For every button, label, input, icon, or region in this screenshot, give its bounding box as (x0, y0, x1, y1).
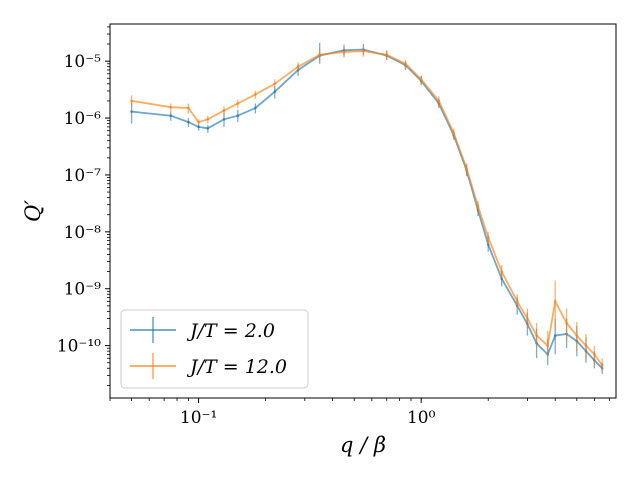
data-point-1-0 (130, 99, 133, 103)
data-point-1-18 (465, 167, 468, 170)
y-tick-label: 10⁻⁹ (64, 280, 102, 300)
legend-label-j12: J/T = 12.0 (186, 356, 287, 378)
data-point-0-26 (553, 334, 557, 337)
legend: J/T = 2.0 J/T = 12.0 (120, 309, 309, 389)
data-point-1-3 (197, 120, 200, 124)
data-point-1-16 (437, 99, 441, 103)
data-point-1-20 (486, 236, 490, 239)
data-point-1-9 (296, 65, 300, 68)
data-point-1-30 (593, 353, 596, 356)
y-tick-label: 10⁻⁵ (64, 52, 102, 72)
data-point-1-27 (565, 321, 568, 325)
data-point-0-6 (236, 114, 240, 117)
data-point-1-25 (546, 344, 549, 347)
data-point-1-4 (206, 118, 210, 121)
legend-label-j2: J/T = 2.0 (186, 320, 275, 342)
axes: 10⁻¹ 10⁰ 10⁻⁵ 10⁻⁶ 10⁻⁷ 10⁻⁸ 10⁻⁹ 10⁻¹⁰ (57, 26, 610, 428)
data-point-1-29 (584, 344, 588, 347)
y-tick-label: 10⁻⁶ (64, 109, 102, 129)
data-point-1-23 (526, 317, 529, 320)
data-point-1-7 (254, 93, 257, 96)
data-point-0-7 (254, 106, 257, 110)
data-point-1-14 (404, 62, 407, 66)
data-point-0-1 (169, 114, 173, 117)
data-point-1-17 (452, 131, 456, 135)
data-point-1-26 (553, 300, 557, 303)
data-point-1-1 (169, 105, 173, 109)
x-tick-label: 10⁰ (407, 408, 436, 428)
data-point-1-28 (575, 334, 579, 337)
series-line-1 (131, 50, 603, 366)
y-tick-label: 10⁻¹⁰ (57, 337, 101, 357)
data-point-0-5 (222, 118, 226, 121)
data-point-0-2 (187, 120, 190, 124)
data-point-1-5 (222, 109, 226, 112)
legend-item-j2: J/T = 2.0 (130, 317, 275, 343)
data-point-1-19 (476, 205, 480, 208)
data-point-1-8 (273, 82, 277, 86)
data-point-1-15 (419, 78, 423, 81)
data-point-0-0 (130, 110, 133, 113)
x-axis-label: q / β (340, 433, 386, 457)
data-point-0-3 (197, 125, 200, 129)
y-tick-label: 10⁻⁷ (64, 166, 102, 186)
legend-item-j12: J/T = 12.0 (130, 353, 287, 379)
x-tick-label: 10⁻¹ (180, 408, 217, 428)
data-point-1-2 (187, 106, 190, 110)
series-line-0 (131, 48, 603, 369)
data-point-0-8 (273, 90, 277, 93)
data-point-1-11 (342, 50, 346, 54)
series-1 (130, 46, 604, 372)
plot-area (130, 42, 604, 374)
data-point-1-24 (535, 334, 538, 337)
data-point-1-22 (515, 300, 519, 303)
y-tick-label: 10⁻⁸ (64, 223, 102, 243)
data-point-1-31 (600, 364, 604, 367)
data-point-1-13 (385, 53, 389, 56)
data-point-1-6 (236, 102, 240, 105)
data-point-0-4 (206, 127, 210, 130)
data-point-1-21 (500, 270, 504, 273)
axes-frame (109, 23, 617, 399)
y-axis-label: Q′ (21, 200, 45, 222)
data-point-1-12 (362, 49, 365, 53)
data-point-1-10 (318, 53, 322, 56)
